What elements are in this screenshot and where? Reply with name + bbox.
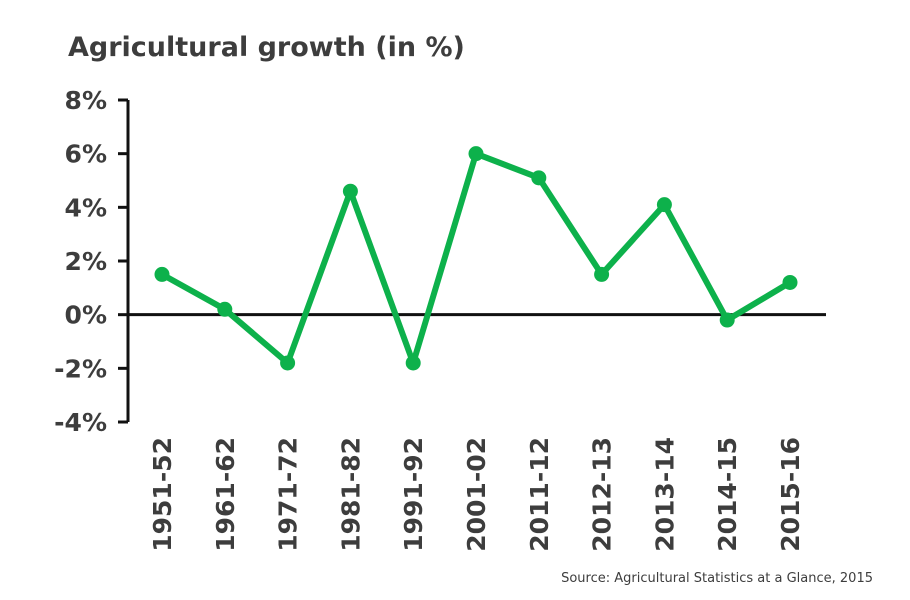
data-point — [782, 274, 798, 290]
y-tick-label: 6% — [65, 140, 107, 169]
x-axis-labels: 1951-52 1961-62 1971-72 1981-82 1991-92 2001-… — [148, 437, 805, 552]
y-axis: 8% 6% 4% 2% 0% -2% -4% — [54, 86, 130, 437]
x-tick-label: 1981-82 — [336, 437, 365, 552]
y-tick-label: 2% — [65, 247, 107, 276]
x-tick-label: 2012-13 — [588, 437, 617, 552]
data-point — [154, 266, 170, 282]
chart-title: Agricultural growth (in %) — [68, 32, 465, 63]
data-point — [531, 170, 547, 186]
data-point — [280, 355, 296, 371]
source-note: Source: Agricultural Statistics at a Gla… — [561, 571, 873, 586]
y-tick-label: 4% — [65, 193, 107, 222]
series-line — [154, 146, 798, 371]
x-tick-label: 1951-52 — [148, 437, 177, 552]
data-point — [468, 146, 484, 162]
data-point — [405, 355, 421, 371]
y-tick-label: -4% — [54, 408, 107, 437]
data-point — [342, 183, 358, 199]
y-tick-label: 0% — [65, 301, 107, 330]
x-tick-label: 1971-72 — [274, 437, 303, 552]
x-tick-label: 2011-12 — [525, 437, 554, 552]
data-point — [719, 312, 735, 328]
data-point — [217, 301, 233, 317]
x-tick-label: 1991-92 — [399, 437, 428, 552]
x-tick-label: 2013-14 — [650, 437, 679, 552]
x-tick-label: 1961-62 — [211, 437, 240, 552]
y-tick-label: 8% — [65, 86, 107, 115]
x-tick-label: 2001-02 — [462, 437, 491, 552]
data-point — [656, 197, 672, 213]
data-point — [594, 266, 610, 282]
series-polyline — [159, 150, 793, 366]
x-tick-label: 2014-15 — [713, 437, 742, 552]
x-tick-label: 2015-16 — [776, 437, 805, 552]
y-tick-label: -2% — [54, 354, 107, 383]
